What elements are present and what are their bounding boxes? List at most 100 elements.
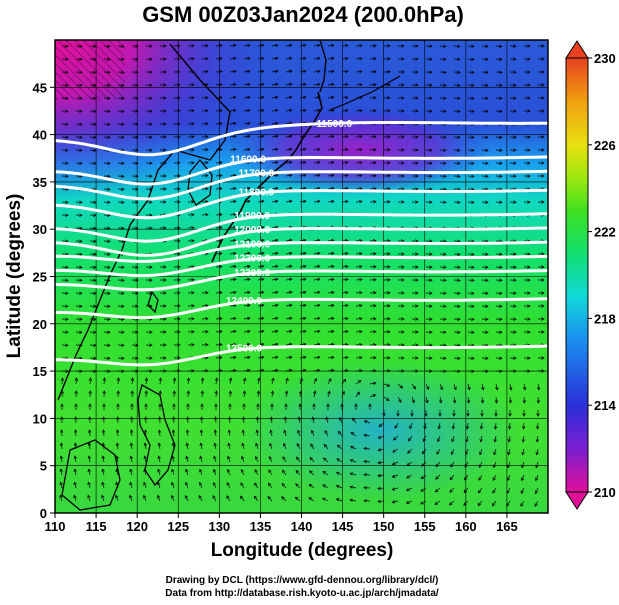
wind-vector xyxy=(229,187,236,190)
wind-vector-head xyxy=(471,135,475,139)
wind-vector-head xyxy=(327,390,331,395)
wind-vector-head xyxy=(163,304,167,308)
coastlines xyxy=(57,40,401,511)
wind-vector xyxy=(285,57,292,60)
wind-vector-head xyxy=(302,290,307,295)
wind-vector xyxy=(327,330,334,333)
credit-dcl: Drawing by DCL (https://www.gfd-dennou.o… xyxy=(166,575,439,586)
wind-vector xyxy=(145,377,148,385)
wind-vector-head xyxy=(326,403,330,407)
wind-vector-head xyxy=(534,503,538,507)
wind-vector-head xyxy=(177,278,181,282)
wind-vector-head xyxy=(345,264,349,269)
wind-vector-head xyxy=(429,109,433,113)
wind-vector-head xyxy=(373,265,377,269)
wind-vector-head xyxy=(527,291,531,295)
wind-vector-head xyxy=(135,343,139,347)
wind-vector-head xyxy=(401,83,405,87)
wind-vector xyxy=(327,343,334,346)
wind-vector xyxy=(257,161,264,164)
wind-vector-head xyxy=(373,109,377,113)
wind-vector-head xyxy=(213,442,217,447)
colorbar-bottom-triangle xyxy=(565,491,589,510)
wind-vector xyxy=(88,469,91,476)
wind-vector-head xyxy=(247,212,251,217)
wind-vector xyxy=(394,422,399,429)
wind-vector-head xyxy=(107,213,111,217)
wind-vector-head xyxy=(87,455,92,460)
wind-vector xyxy=(215,71,223,73)
wind-vector-head xyxy=(373,291,377,295)
wind-vector xyxy=(341,291,349,294)
wind-vector xyxy=(271,226,278,229)
wind-vector xyxy=(522,435,525,442)
wind-vector-head xyxy=(285,377,289,382)
wind-vector-head xyxy=(93,161,97,165)
wind-vector-head xyxy=(541,161,545,165)
wind-vector-head xyxy=(129,429,134,433)
wind-vector-head xyxy=(415,291,419,295)
wind-vector-head xyxy=(288,108,293,113)
wind-vector-head xyxy=(410,413,414,417)
wind-vector xyxy=(355,188,363,190)
wind-vector-head xyxy=(135,200,139,204)
wind-vector-head xyxy=(121,57,125,61)
wind-vector-head xyxy=(387,356,391,360)
wind-vector xyxy=(435,461,441,467)
wind-vector xyxy=(229,343,236,346)
x-tick-label: 135 xyxy=(250,519,272,534)
wind-vector xyxy=(102,482,105,489)
wind-vector xyxy=(406,474,413,479)
wind-vector-head xyxy=(415,70,419,74)
wind-vector xyxy=(60,443,63,450)
wind-vector-head xyxy=(302,147,307,152)
wind-vector xyxy=(327,148,334,151)
wind-vector-head xyxy=(378,423,383,427)
wind-vector-head xyxy=(323,457,327,461)
wind-vector xyxy=(88,456,91,463)
wind-vector xyxy=(313,304,320,307)
wind-vector-head xyxy=(387,174,391,178)
contour-line xyxy=(55,269,548,292)
wind-vector xyxy=(355,175,363,177)
wind-vector xyxy=(327,278,334,281)
wind-vector-head xyxy=(274,173,279,178)
wind-vector-head xyxy=(130,390,134,394)
wind-vector-head xyxy=(493,451,497,456)
wind-vector xyxy=(144,456,147,463)
wind-vector-head xyxy=(115,442,120,447)
contour-label: 11800.0 xyxy=(239,187,275,198)
wind-vector-head xyxy=(101,429,106,433)
wind-vector-head xyxy=(184,494,189,499)
wind-vector-head xyxy=(121,369,125,373)
wind-vector-head xyxy=(60,416,64,420)
wind-vector xyxy=(421,474,427,479)
wind-vector-head xyxy=(387,70,391,74)
wind-vector xyxy=(299,83,306,86)
wind-vector-head xyxy=(535,426,540,430)
wind-vector-head xyxy=(377,448,382,452)
wind-vector-head xyxy=(233,69,237,74)
wind-vector-head xyxy=(135,291,139,295)
wind-vector xyxy=(88,482,91,489)
wind-vector-head xyxy=(288,329,293,334)
wind-vector-head xyxy=(79,239,83,243)
wind-vector-head xyxy=(247,82,251,87)
wind-vector-head xyxy=(485,369,489,373)
wind-vector-head xyxy=(387,44,391,48)
wind-vector xyxy=(226,495,231,502)
wind-vector-head xyxy=(260,290,265,295)
wind-vector-head xyxy=(233,199,237,204)
wind-vector-head xyxy=(401,96,405,100)
wind-vector xyxy=(285,343,292,346)
wind-vector xyxy=(369,394,376,398)
wind-vector-head xyxy=(485,135,489,139)
wind-vector xyxy=(215,378,218,385)
contour-label: 11500.0 xyxy=(317,119,353,130)
y-tick-label: 25 xyxy=(33,270,47,285)
wind-vector-head xyxy=(480,400,485,404)
wind-vector xyxy=(102,469,105,476)
wind-vector xyxy=(158,456,161,463)
wind-vector-head xyxy=(288,368,293,373)
wind-vector-head xyxy=(499,278,503,282)
